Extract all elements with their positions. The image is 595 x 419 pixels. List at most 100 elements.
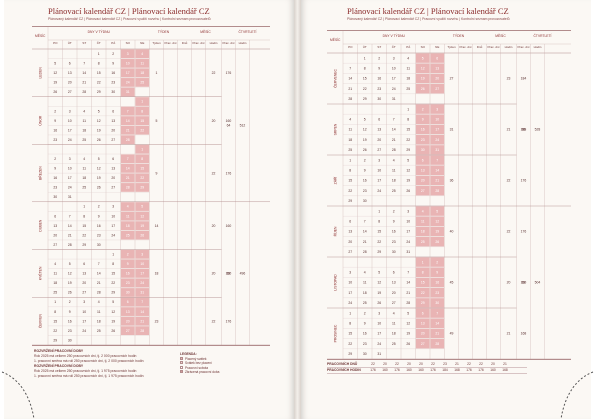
day-number: 13 xyxy=(53,224,57,228)
weekend-cell xyxy=(430,73,445,84)
day-number: 28 xyxy=(363,250,367,254)
month-summary-value: 176 xyxy=(521,179,527,183)
weekend-cell xyxy=(415,73,430,84)
day-number: 23 xyxy=(97,233,101,237)
day-number: 4 xyxy=(422,209,424,213)
weekend-cell xyxy=(135,288,150,297)
day-number: 25 xyxy=(392,189,396,193)
weekend-cell xyxy=(135,269,150,278)
working-time-notes: ROZVRŽENÍ PRACOVNÍ DOBY Rok 2025 má celke… xyxy=(34,349,144,379)
day-number: 13 xyxy=(421,322,425,326)
day-number: 10 xyxy=(111,214,115,218)
weekend-cell xyxy=(135,116,150,125)
weekend-cell xyxy=(120,211,135,221)
month-label: ŘÍJEN xyxy=(333,226,338,236)
weekend-cell xyxy=(415,175,430,186)
day-number: 30 xyxy=(68,338,72,342)
day-number: 7 xyxy=(69,214,71,218)
day-number: 5 xyxy=(364,118,366,122)
day-number: 8 xyxy=(378,220,380,224)
day-number: 25 xyxy=(406,87,410,91)
day-number: 29 xyxy=(53,338,57,342)
day-number: 22 xyxy=(363,87,367,91)
day-number: 9 xyxy=(422,118,424,122)
weekend-cell xyxy=(135,78,150,87)
column-header: Hodin xyxy=(505,45,513,49)
day-number: 3 xyxy=(378,158,380,162)
column-header: ST xyxy=(377,45,381,49)
month-label: BŘEZEN xyxy=(38,166,43,180)
day-number: 8 xyxy=(364,67,366,71)
day-number: 15 xyxy=(348,332,352,336)
day-number: 7 xyxy=(98,262,100,266)
note-line: Rok 2025 má celkem 250 pracovních dní, t… xyxy=(34,354,137,358)
legend-swatch xyxy=(180,356,183,360)
day-number: 28 xyxy=(392,148,396,152)
month-summary-value: 27 xyxy=(450,77,454,81)
day-number: 18 xyxy=(82,176,86,180)
day-number: 7 xyxy=(393,118,395,122)
day-number: 31 xyxy=(406,250,410,254)
day-number: 24 xyxy=(82,329,86,333)
day-number: 8 xyxy=(141,109,143,113)
weekend-cell xyxy=(415,288,430,298)
month-summary-value: 21 xyxy=(507,128,511,132)
day-number: 6 xyxy=(393,271,395,275)
day-number: 2 xyxy=(436,260,438,264)
day-number: 7 xyxy=(436,158,438,162)
day-number: 31 xyxy=(377,352,381,356)
day-number: 8 xyxy=(349,322,351,326)
month-summary-value: 23 xyxy=(155,319,159,323)
day-number: 15 xyxy=(82,224,86,228)
summary-row: PRACOVNÍCH DNŮ 22 20 22 20 20 22 23 21 22 22 20 21 xyxy=(327,362,527,368)
day-number: 2 xyxy=(378,56,380,60)
day-number: 1 xyxy=(112,252,114,256)
day-number: 1 xyxy=(98,52,100,56)
day-number: 11 xyxy=(421,220,425,224)
day-number: 27 xyxy=(421,342,425,346)
day-number: 6 xyxy=(422,158,424,162)
day-number: 20 xyxy=(111,128,115,132)
section-header: TÝDEN xyxy=(158,30,170,34)
day-number: 18 xyxy=(126,224,130,228)
day-number: 3 xyxy=(141,252,143,256)
month-column-header: MĚSÍC xyxy=(330,37,341,42)
day-number: 3 xyxy=(407,209,409,213)
weekend-cell xyxy=(135,68,150,78)
day-number: 25 xyxy=(82,138,86,142)
day-number: 4 xyxy=(54,262,56,266)
day-number: 28 xyxy=(126,186,130,190)
day-number: 10 xyxy=(126,62,130,66)
weekend-cell xyxy=(120,326,135,336)
weekend-cell xyxy=(120,106,135,116)
day-number: 19 xyxy=(97,176,101,180)
summary-row: PRACOVNÍCH HODIN 176 160 176 160 160 176 184 168… xyxy=(327,368,527,374)
day-number: 16 xyxy=(68,319,72,323)
day-number: 10 xyxy=(68,119,72,123)
day-number: 15 xyxy=(140,119,144,123)
day-number: 10 xyxy=(406,220,410,224)
day-number: 29 xyxy=(421,301,425,305)
weekend-cell xyxy=(430,135,445,145)
day-number: 22 xyxy=(140,128,144,132)
section-header: ČTVRTLETÍ xyxy=(534,33,552,38)
day-number: 20 xyxy=(392,291,396,295)
day-number: 13 xyxy=(348,230,352,234)
day-number: 20 xyxy=(421,332,425,336)
day-number: 19 xyxy=(68,281,72,285)
day-number: 25 xyxy=(392,342,396,346)
day-number: 19 xyxy=(421,77,425,81)
day-number: 28 xyxy=(126,138,130,142)
day-number: 22 xyxy=(421,291,425,295)
day-number: 28 xyxy=(140,329,144,333)
day-number: 18 xyxy=(53,281,57,285)
column-header: Prac. dní xyxy=(459,45,471,49)
day-number: 29 xyxy=(348,199,352,203)
column-header: Prac. dní xyxy=(192,41,204,45)
day-number: 22 xyxy=(348,342,352,346)
weekend-cell xyxy=(415,186,430,196)
day-number: 22 xyxy=(111,281,115,285)
day-number: 11 xyxy=(392,169,396,173)
day-number: 24 xyxy=(111,233,115,237)
day-number: 11 xyxy=(53,272,57,276)
